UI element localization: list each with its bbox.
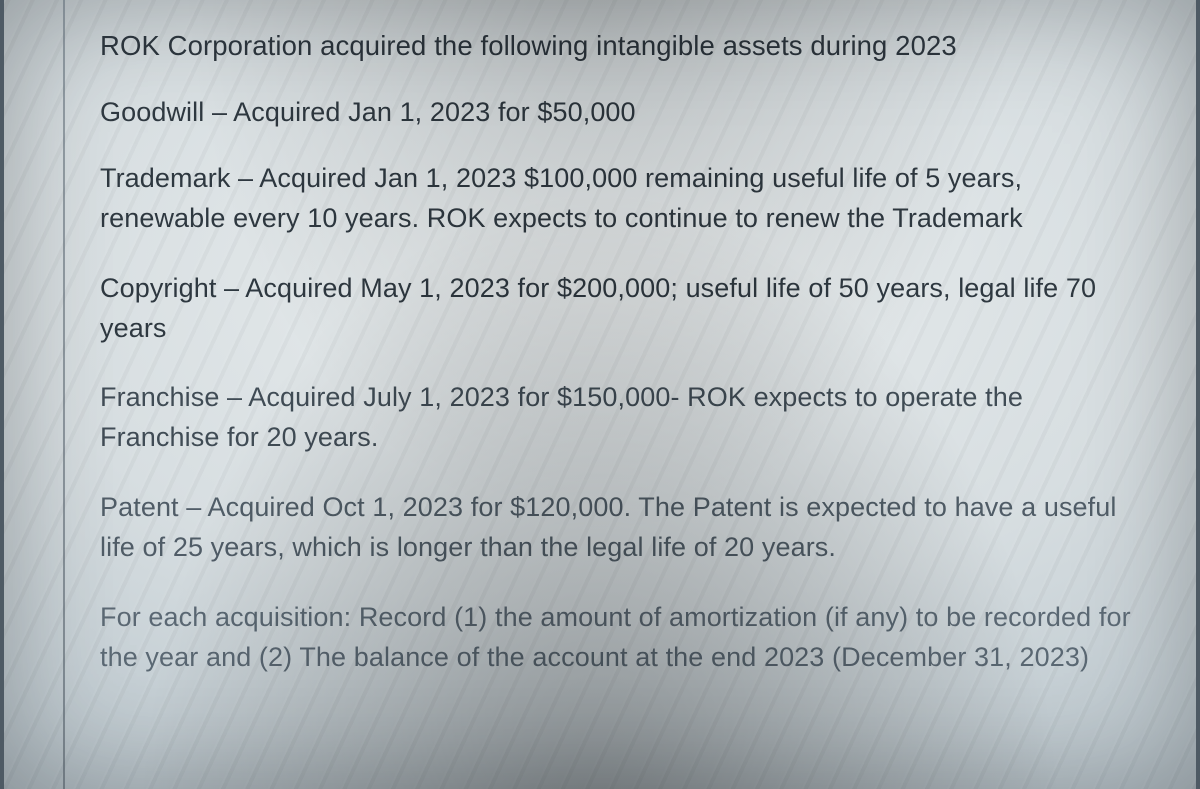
instructions-text: For each acquisition: Record (1) the amo… <box>100 598 1136 678</box>
patent-text: Patent – Acquired Oct 1, 2023 for $120,0… <box>100 488 1136 568</box>
trademark-text: Trademark – Acquired Jan 1, 2023 $100,00… <box>100 159 1136 239</box>
copyright-text: Copyright – Acquired May 1, 2023 for $20… <box>100 269 1136 349</box>
franchise-text: Franchise – Acquired July 1, 2023 for $1… <box>100 378 1136 458</box>
intro-text: ROK Corporation acquired the following i… <box>100 26 1136 67</box>
goodwill-text: Goodwill – Acquired Jan 1, 2023 for $50,… <box>100 93 1136 133</box>
question-page: ROK Corporation acquired the following i… <box>0 0 1200 789</box>
